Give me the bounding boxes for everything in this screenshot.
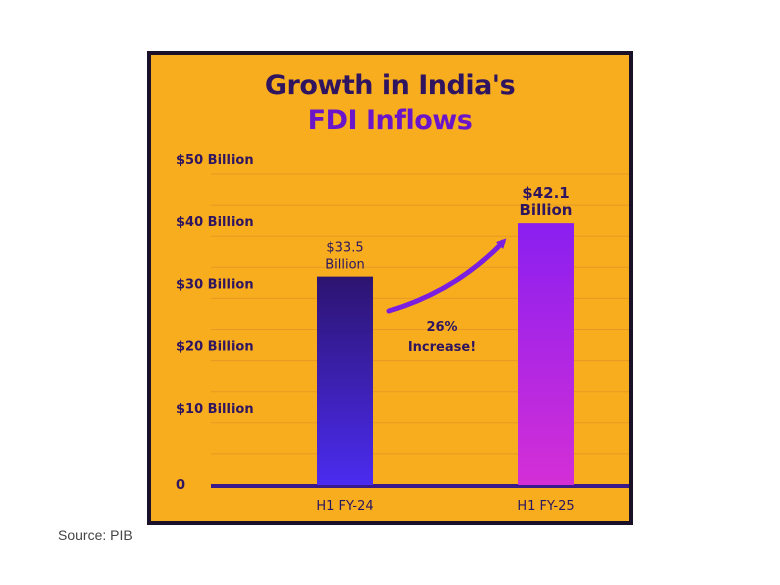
y-tick-label: $40 Billion [176, 215, 254, 230]
bar-value-label: $42.1 [522, 184, 569, 202]
y-tick-label: $30 Billion [176, 277, 254, 292]
chart-panel: Growth in India's FDI Inflows 0 $10 Billi… [151, 55, 629, 521]
y-tick-label: 0 [176, 478, 185, 493]
bar-value-label: $33.5 [326, 241, 363, 256]
x-tick-label: H1 FY-25 [517, 499, 574, 514]
chart-card: Growth in India's FDI Inflows 0 $10 Billi… [147, 51, 633, 525]
y-tick-label: $10 Billion [176, 402, 254, 417]
bar-value-label: Billion [325, 258, 365, 273]
bar-h1-fy-25 [518, 223, 574, 485]
bar-chart: 0 $10 Billion $20 Billion $30 Billion $40 Bi… [176, 153, 629, 514]
source-caption: Source: PIB [58, 527, 133, 543]
growth-annotation: Increase! [408, 340, 476, 355]
growth-annotation: 26% [426, 320, 457, 335]
growth-arrow [386, 238, 507, 314]
x-tick-label: H1 FY-24 [316, 499, 373, 514]
chart-title-line-1: Growth in India's [264, 70, 516, 101]
bar-value-label: Billion [520, 201, 573, 219]
chart-title-line-2: FDI Inflows [307, 105, 473, 136]
bar-h1-fy-24 [317, 276, 373, 485]
y-tick-label: $20 Billion [176, 340, 254, 355]
y-tick-label: $50 Billion [176, 153, 254, 168]
